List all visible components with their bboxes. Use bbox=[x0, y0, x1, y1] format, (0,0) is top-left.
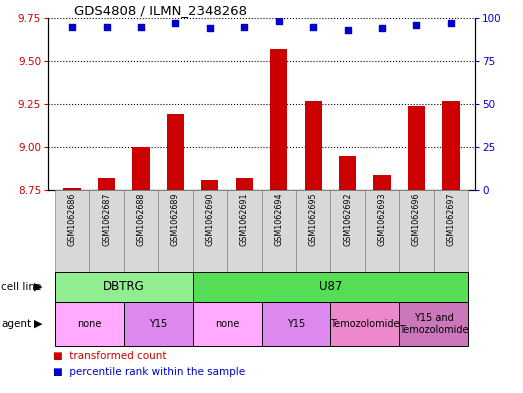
Point bbox=[137, 24, 145, 30]
Bar bbox=[262, 190, 296, 272]
Bar bbox=[89, 190, 124, 272]
Point bbox=[412, 22, 420, 28]
Bar bbox=[158, 190, 192, 272]
Point bbox=[309, 24, 317, 30]
Bar bbox=[167, 114, 184, 190]
Text: GSM1062692: GSM1062692 bbox=[343, 193, 352, 246]
Text: GSM1062689: GSM1062689 bbox=[171, 193, 180, 246]
Point bbox=[344, 27, 352, 33]
Bar bbox=[339, 156, 356, 190]
Point bbox=[103, 24, 111, 30]
Text: GSM1062688: GSM1062688 bbox=[137, 193, 145, 246]
Text: U87: U87 bbox=[319, 281, 342, 294]
Text: none: none bbox=[77, 319, 101, 329]
Bar bbox=[331, 190, 365, 272]
Bar bbox=[192, 190, 227, 272]
Bar bbox=[304, 101, 322, 190]
Bar bbox=[63, 188, 81, 190]
Bar bbox=[373, 174, 391, 190]
Text: none: none bbox=[215, 319, 239, 329]
Point bbox=[275, 18, 283, 25]
Bar bbox=[124, 190, 158, 272]
Text: ▶: ▶ bbox=[35, 319, 43, 329]
Point bbox=[68, 24, 76, 30]
Point bbox=[240, 24, 248, 30]
Text: GSM1062694: GSM1062694 bbox=[274, 193, 283, 246]
Bar bbox=[408, 106, 425, 190]
Point bbox=[378, 25, 386, 31]
Bar bbox=[434, 190, 468, 272]
Text: GDS4808 / ILMN_2348268: GDS4808 / ILMN_2348268 bbox=[74, 4, 247, 17]
Text: Y15 and
Temozolomide: Y15 and Temozolomide bbox=[399, 313, 469, 335]
Text: GSM1062693: GSM1062693 bbox=[378, 193, 386, 246]
Point bbox=[206, 25, 214, 31]
Bar bbox=[236, 178, 253, 190]
Text: ▶: ▶ bbox=[35, 282, 43, 292]
Bar bbox=[270, 49, 287, 190]
Bar bbox=[296, 190, 331, 272]
Text: ■  percentile rank within the sample: ■ percentile rank within the sample bbox=[53, 367, 245, 377]
Text: agent: agent bbox=[1, 319, 31, 329]
Text: GSM1062695: GSM1062695 bbox=[309, 193, 317, 246]
Text: Temozolomide: Temozolomide bbox=[330, 319, 400, 329]
Bar bbox=[399, 190, 434, 272]
Point bbox=[171, 20, 179, 26]
Text: Y15: Y15 bbox=[149, 319, 167, 329]
Bar bbox=[98, 178, 115, 190]
Bar bbox=[365, 190, 399, 272]
Text: cell line: cell line bbox=[1, 282, 41, 292]
Text: ■  transformed count: ■ transformed count bbox=[53, 351, 167, 361]
Text: GSM1062686: GSM1062686 bbox=[67, 193, 76, 246]
Bar bbox=[55, 190, 89, 272]
Bar bbox=[442, 101, 460, 190]
Text: GSM1062691: GSM1062691 bbox=[240, 193, 249, 246]
Bar bbox=[227, 190, 262, 272]
Bar bbox=[132, 147, 150, 190]
Text: GSM1062697: GSM1062697 bbox=[447, 193, 456, 246]
Text: Y15: Y15 bbox=[287, 319, 305, 329]
Text: GSM1062690: GSM1062690 bbox=[206, 193, 214, 246]
Text: GSM1062687: GSM1062687 bbox=[102, 193, 111, 246]
Text: GSM1062696: GSM1062696 bbox=[412, 193, 421, 246]
Point bbox=[447, 20, 455, 26]
Bar bbox=[201, 180, 219, 190]
Text: DBTRG: DBTRG bbox=[103, 281, 145, 294]
